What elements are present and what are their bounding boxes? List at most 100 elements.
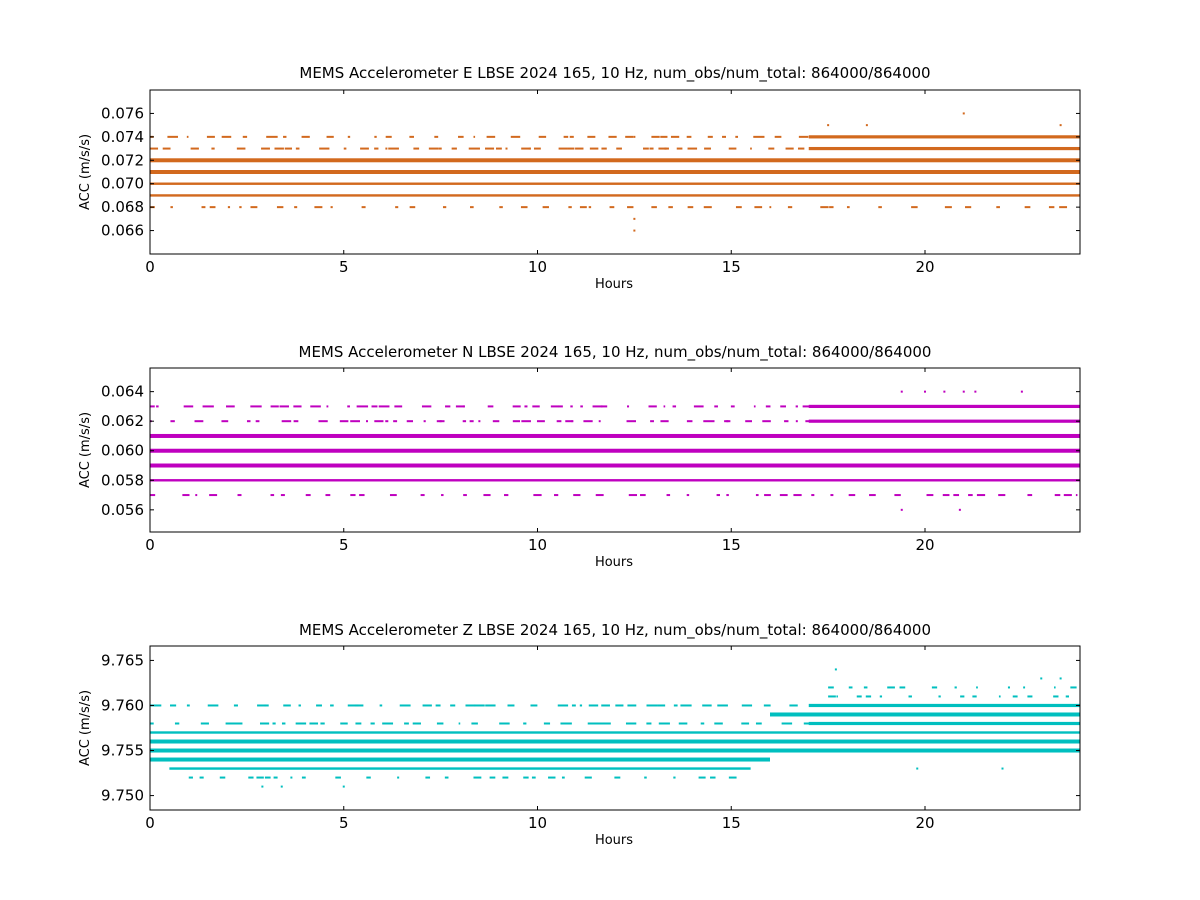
data-point — [704, 147, 711, 150]
data-point — [533, 147, 541, 150]
data-point — [374, 147, 379, 150]
data-point — [264, 776, 271, 779]
data-point — [672, 405, 677, 408]
data-point — [385, 135, 392, 138]
data-point — [236, 147, 246, 150]
data-point — [580, 405, 583, 408]
series-band — [150, 748, 1080, 753]
data-point — [649, 147, 654, 150]
data-point — [246, 420, 251, 423]
data-point — [444, 776, 449, 779]
data-point — [795, 405, 798, 408]
data-point — [438, 147, 442, 150]
data-point — [554, 494, 559, 497]
plot-area — [150, 390, 1080, 511]
data-point — [926, 494, 934, 497]
data-point — [347, 405, 350, 408]
data-point — [763, 704, 771, 707]
series-level-0 — [150, 731, 1080, 734]
data-point — [616, 147, 622, 150]
data-point — [583, 420, 593, 423]
data-point — [592, 405, 603, 408]
data-point — [343, 147, 347, 150]
data-point — [310, 405, 321, 408]
data-point — [573, 494, 581, 497]
data-point — [359, 494, 365, 497]
data-point — [360, 147, 369, 150]
data-point — [441, 494, 444, 497]
series-band — [150, 448, 1080, 453]
data-point — [587, 722, 599, 725]
series-level-1 — [150, 739, 1080, 744]
data-point — [644, 776, 647, 779]
y-tick-label: 0.070 — [101, 175, 144, 193]
data-point — [728, 776, 737, 779]
data-marks — [150, 668, 1080, 788]
x-tick-label: 0 — [145, 258, 155, 276]
data-point — [326, 405, 329, 408]
outlier-point — [1001, 767, 1004, 770]
data-point — [463, 405, 465, 408]
x-tick-label: 20 — [915, 814, 934, 832]
data-point — [996, 206, 1000, 209]
outlier-point — [924, 390, 926, 393]
data-point — [593, 722, 606, 725]
data-point — [627, 405, 630, 408]
data-point — [523, 722, 527, 725]
data-point — [768, 147, 775, 150]
y-tick-label: 9.760 — [101, 696, 144, 714]
outlier-point — [633, 229, 636, 232]
data-point — [250, 206, 258, 209]
x-tick-label: 10 — [528, 814, 547, 832]
data-point — [504, 494, 509, 497]
data-point — [255, 420, 260, 423]
data-point — [848, 686, 853, 689]
data-point — [423, 420, 426, 423]
data-point — [434, 135, 439, 138]
series-band — [808, 146, 1080, 151]
data-point — [1048, 206, 1055, 209]
data-point — [463, 494, 467, 497]
data-point — [395, 206, 399, 209]
outlier-point — [974, 390, 977, 393]
data-point — [512, 405, 521, 408]
series-band — [808, 703, 1080, 708]
data-point — [366, 776, 371, 779]
data-point — [1054, 686, 1056, 689]
data-point — [186, 135, 189, 138]
data-point — [199, 776, 204, 779]
data-point — [811, 494, 815, 497]
data-point — [156, 405, 159, 408]
data-point — [347, 135, 351, 138]
outlier-point — [280, 785, 283, 788]
data-point — [779, 494, 788, 497]
series-band — [150, 194, 1080, 197]
data-point — [609, 206, 615, 209]
plot-area — [150, 668, 1080, 788]
data-point — [318, 420, 328, 423]
series-band — [150, 158, 1080, 163]
data-point — [1054, 494, 1061, 497]
data-point — [865, 695, 872, 698]
outlier-point — [633, 135, 636, 138]
data-point — [879, 695, 883, 698]
data-point — [714, 722, 723, 725]
data-point — [716, 494, 721, 497]
outlier-point — [528, 147, 531, 150]
data-point — [274, 147, 284, 150]
data-point — [797, 147, 805, 150]
data-point — [965, 206, 972, 209]
data-point — [793, 494, 802, 497]
series-level-8 — [150, 703, 1080, 708]
series-level-3 — [150, 757, 770, 762]
data-point — [174, 722, 180, 725]
data-point — [717, 704, 728, 707]
data-point — [600, 405, 608, 408]
data-point — [206, 135, 215, 138]
outlier-point — [633, 217, 636, 220]
data-point — [388, 147, 399, 150]
data-point — [290, 776, 293, 779]
data-point — [571, 704, 576, 707]
data-point — [495, 147, 502, 150]
data-point — [960, 695, 965, 698]
